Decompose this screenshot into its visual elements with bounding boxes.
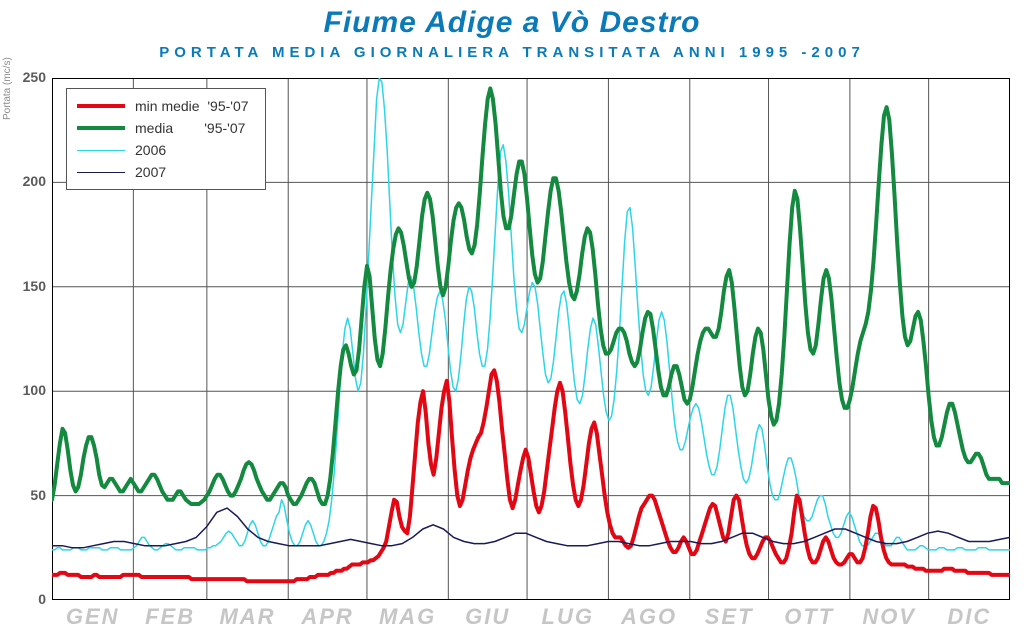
legend-item: 2007 — [77, 161, 249, 183]
legend-swatch — [77, 150, 125, 151]
x-tick-label: GEN — [53, 604, 133, 630]
y-axis-label: Portata (mc/s) — [2, 57, 13, 120]
x-tick-label: LUG — [528, 604, 608, 630]
y-tick-label: 200 — [14, 173, 46, 189]
legend-label: min medie '95-'07 — [135, 98, 249, 114]
legend: min medie '95-'07 media '95-'07 2006 2007 — [66, 88, 266, 190]
legend-label: media '95-'07 — [135, 120, 245, 136]
legend-item: 2006 — [77, 139, 249, 161]
y-tick-label: 250 — [14, 69, 46, 85]
y-tick-label: 150 — [14, 278, 46, 294]
y-tick-label: 50 — [14, 487, 46, 503]
legend-swatch — [77, 104, 125, 108]
legend-item: min medie '95-'07 — [77, 95, 249, 117]
legend-label: 2007 — [135, 164, 166, 180]
x-tick-label: NOV — [849, 604, 929, 630]
legend-label: 2006 — [135, 142, 166, 158]
x-tick-label: APR — [288, 604, 368, 630]
x-tick-label: DIC — [929, 604, 1009, 630]
x-tick-label: OTT — [769, 604, 849, 630]
x-tick-label: SET — [689, 604, 769, 630]
legend-swatch — [77, 172, 125, 173]
x-tick-label: MAR — [208, 604, 288, 630]
y-tick-label: 100 — [14, 382, 46, 398]
x-tick-label: GIU — [448, 604, 528, 630]
x-tick-label: FEB — [130, 604, 210, 630]
chart-subtitle: PORTATA MEDIA GIORNALIERA TRANSITATA ANN… — [0, 44, 1024, 61]
legend-swatch — [77, 126, 125, 130]
y-tick-label: 0 — [14, 591, 46, 607]
x-tick-label: AGO — [609, 604, 689, 630]
chart-title: Fiume Adige a Vò Destro — [0, 6, 1024, 40]
legend-item: media '95-'07 — [77, 117, 249, 139]
x-tick-label: MAG — [368, 604, 448, 630]
